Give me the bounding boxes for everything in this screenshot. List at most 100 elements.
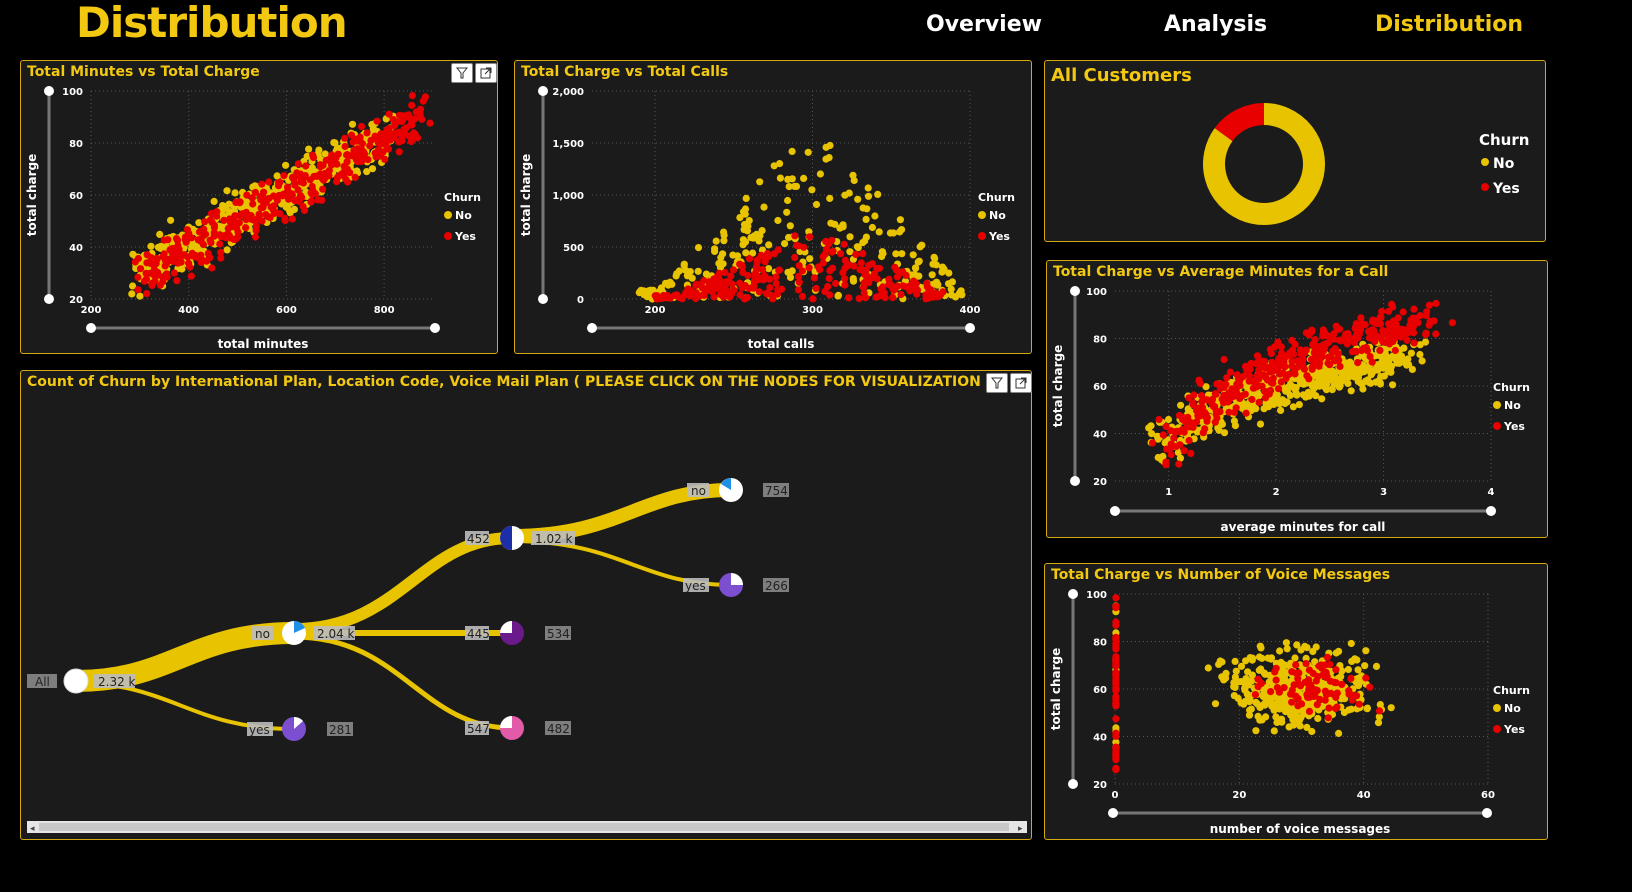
scatter-point (1289, 403, 1297, 411)
node-value: 754 (765, 484, 788, 498)
scatter-point (930, 253, 938, 261)
tree-node-root[interactable] (63, 668, 89, 694)
scatter-point (143, 290, 151, 298)
scatter-point (892, 250, 900, 258)
y-tick-label: 20 (69, 295, 83, 306)
scatter-point (875, 228, 883, 236)
scatter-point (151, 270, 159, 278)
scatter-point (1354, 359, 1362, 367)
scatter-point (1291, 384, 1300, 392)
nav-analysis[interactable]: Analysis (1164, 12, 1268, 37)
tree-node-loc-452[interactable] (500, 526, 524, 550)
scatter-point (755, 288, 763, 296)
scatter-point (1254, 358, 1262, 366)
tree-node-vm-yes[interactable] (719, 573, 743, 597)
node-label: no (255, 627, 270, 641)
svg-text:◂: ◂ (30, 824, 35, 834)
scatter-point (282, 161, 290, 169)
node-value: 281 (329, 723, 352, 737)
scatter-point (364, 156, 372, 164)
scatter-point (1378, 307, 1386, 316)
tree-node-vm-no[interactable] (719, 478, 743, 502)
tree-node-intl-yes[interactable] (282, 716, 306, 741)
filter-icon[interactable] (451, 63, 473, 83)
scatter-point (1236, 394, 1244, 402)
scatter-point (1325, 704, 1333, 712)
node-value: 266 (765, 579, 788, 593)
scatter-point (1245, 372, 1253, 380)
scatter-point (1292, 669, 1300, 677)
scatter-point (160, 250, 168, 258)
scatter-point (1337, 374, 1345, 382)
scatter-point (301, 172, 309, 180)
scatter-point (741, 238, 750, 246)
scatter-point (680, 260, 688, 268)
scatter-point (235, 219, 243, 227)
scatter-point (383, 126, 391, 134)
scatter-point (788, 175, 796, 183)
scatter-point (260, 188, 268, 196)
scatter-point (911, 264, 920, 272)
scatter-point (1363, 347, 1371, 355)
scatter-point (1314, 714, 1322, 723)
scatter-point (837, 250, 845, 258)
scatter-point (1317, 354, 1325, 362)
scatter-point (1400, 344, 1408, 352)
scatter-point (251, 233, 260, 241)
scatter-point (1387, 704, 1395, 712)
scatter-point (1187, 449, 1195, 457)
scatter-point (381, 155, 389, 163)
scatter-point (384, 145, 393, 153)
tree-node-loc-445[interactable] (500, 621, 524, 645)
scatter-point (203, 257, 211, 265)
slider-handle (430, 323, 440, 333)
scatter-point (864, 184, 872, 192)
scatter-point (1357, 314, 1365, 322)
x-tick-label: 40 (1357, 790, 1371, 801)
scatter-point (791, 182, 799, 190)
scatter-point (923, 279, 931, 287)
scatter-point (713, 273, 721, 281)
scatter-point (309, 187, 317, 195)
slider-handle (587, 323, 597, 333)
y-tick-label: 100 (62, 87, 83, 98)
scatter-point (208, 264, 216, 272)
scatter-point (749, 249, 757, 257)
scatter-point (915, 257, 923, 265)
scatter-point (1361, 321, 1369, 329)
scatter-point (710, 293, 718, 301)
scatter-point (363, 129, 371, 137)
scatter-point (1294, 675, 1302, 683)
node-label: no (691, 484, 706, 498)
scatter-point (755, 237, 763, 245)
scatter-point (1330, 691, 1338, 699)
donut-slice-yes (1214, 103, 1265, 142)
filter-icon[interactable] (986, 373, 1008, 393)
scatter-point (1374, 366, 1382, 374)
nav-distribution[interactable]: Distribution (1375, 12, 1524, 37)
scatter-point (1209, 402, 1218, 411)
node-value: 482 (547, 722, 570, 736)
scatter-point (147, 260, 155, 268)
scatter-point (346, 169, 354, 177)
donut-chart: Churn No Yes (1203, 103, 1529, 225)
scatter-point (834, 292, 842, 300)
tree-node-loc-547[interactable] (500, 716, 524, 740)
tree-node-intl-no[interactable] (282, 620, 306, 645)
scatter-point (717, 288, 725, 296)
scatter-point (698, 284, 706, 292)
focus-mode-icon[interactable] (1010, 373, 1032, 393)
nav-overview[interactable]: Overview (926, 12, 1042, 37)
scatter-point (862, 215, 870, 223)
scatter-point (1194, 412, 1202, 420)
scatter-point (819, 253, 827, 261)
scatter-point (1313, 701, 1321, 709)
horizontal-scrollbar[interactable]: ◂ ▸ (27, 821, 1027, 834)
scatter-point (926, 292, 934, 300)
scatter-point (868, 223, 876, 232)
scatter-point (413, 134, 422, 142)
scatter-point (156, 230, 164, 238)
scatter-point (774, 286, 782, 294)
focus-mode-icon[interactable] (475, 63, 497, 83)
scatter-point (394, 129, 402, 137)
